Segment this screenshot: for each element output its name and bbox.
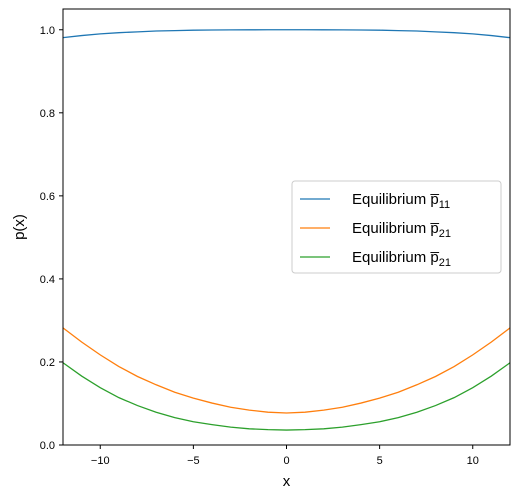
legend-box — [291, 180, 502, 274]
legend-subscript: 11 — [439, 199, 450, 211]
x-tick-label: 0 — [283, 455, 289, 467]
y-tick-label: 0.6 — [40, 191, 55, 203]
legend-subscript: 21 — [439, 257, 451, 269]
legend: Equilibrium p̅11 Equilibrium p̅21 Equilibr… — [291, 180, 502, 274]
y-tick-label: 0.2 — [40, 357, 55, 369]
x-tick-label: −5 — [187, 455, 200, 467]
y-tick-label: 0.8 — [40, 108, 55, 120]
series-line-1 — [62, 29, 511, 39]
y-tick-label: 0.0 — [40, 440, 55, 452]
y-tick-label: 1.0 — [40, 25, 55, 37]
x-axis-label: x — [283, 473, 291, 490]
legend-subscript: 21 — [439, 228, 451, 240]
axes-layer: −10 −5 0 5 10 0.0 0.2 0.4 0.6 0.8 1.0 — [40, 25, 479, 467]
y-axis-label: p(x) — [11, 214, 28, 240]
legend-label-1: Equilibrium p̅11 — [352, 191, 450, 211]
x-tick-label: −10 — [91, 455, 110, 467]
series-layer — [62, 29, 511, 431]
series-line-2 — [62, 327, 511, 414]
y-tick-label: 0.4 — [40, 274, 55, 286]
legend-label-2: Equilibrium p̅21 — [352, 220, 451, 240]
plot-frame — [62, 8, 511, 446]
x-tick-label: 10 — [467, 455, 479, 467]
series-line-3 — [62, 362, 511, 431]
x-tick-label: 5 — [377, 455, 383, 467]
legend-label-3: Equilibrium p̅21 — [352, 249, 451, 269]
